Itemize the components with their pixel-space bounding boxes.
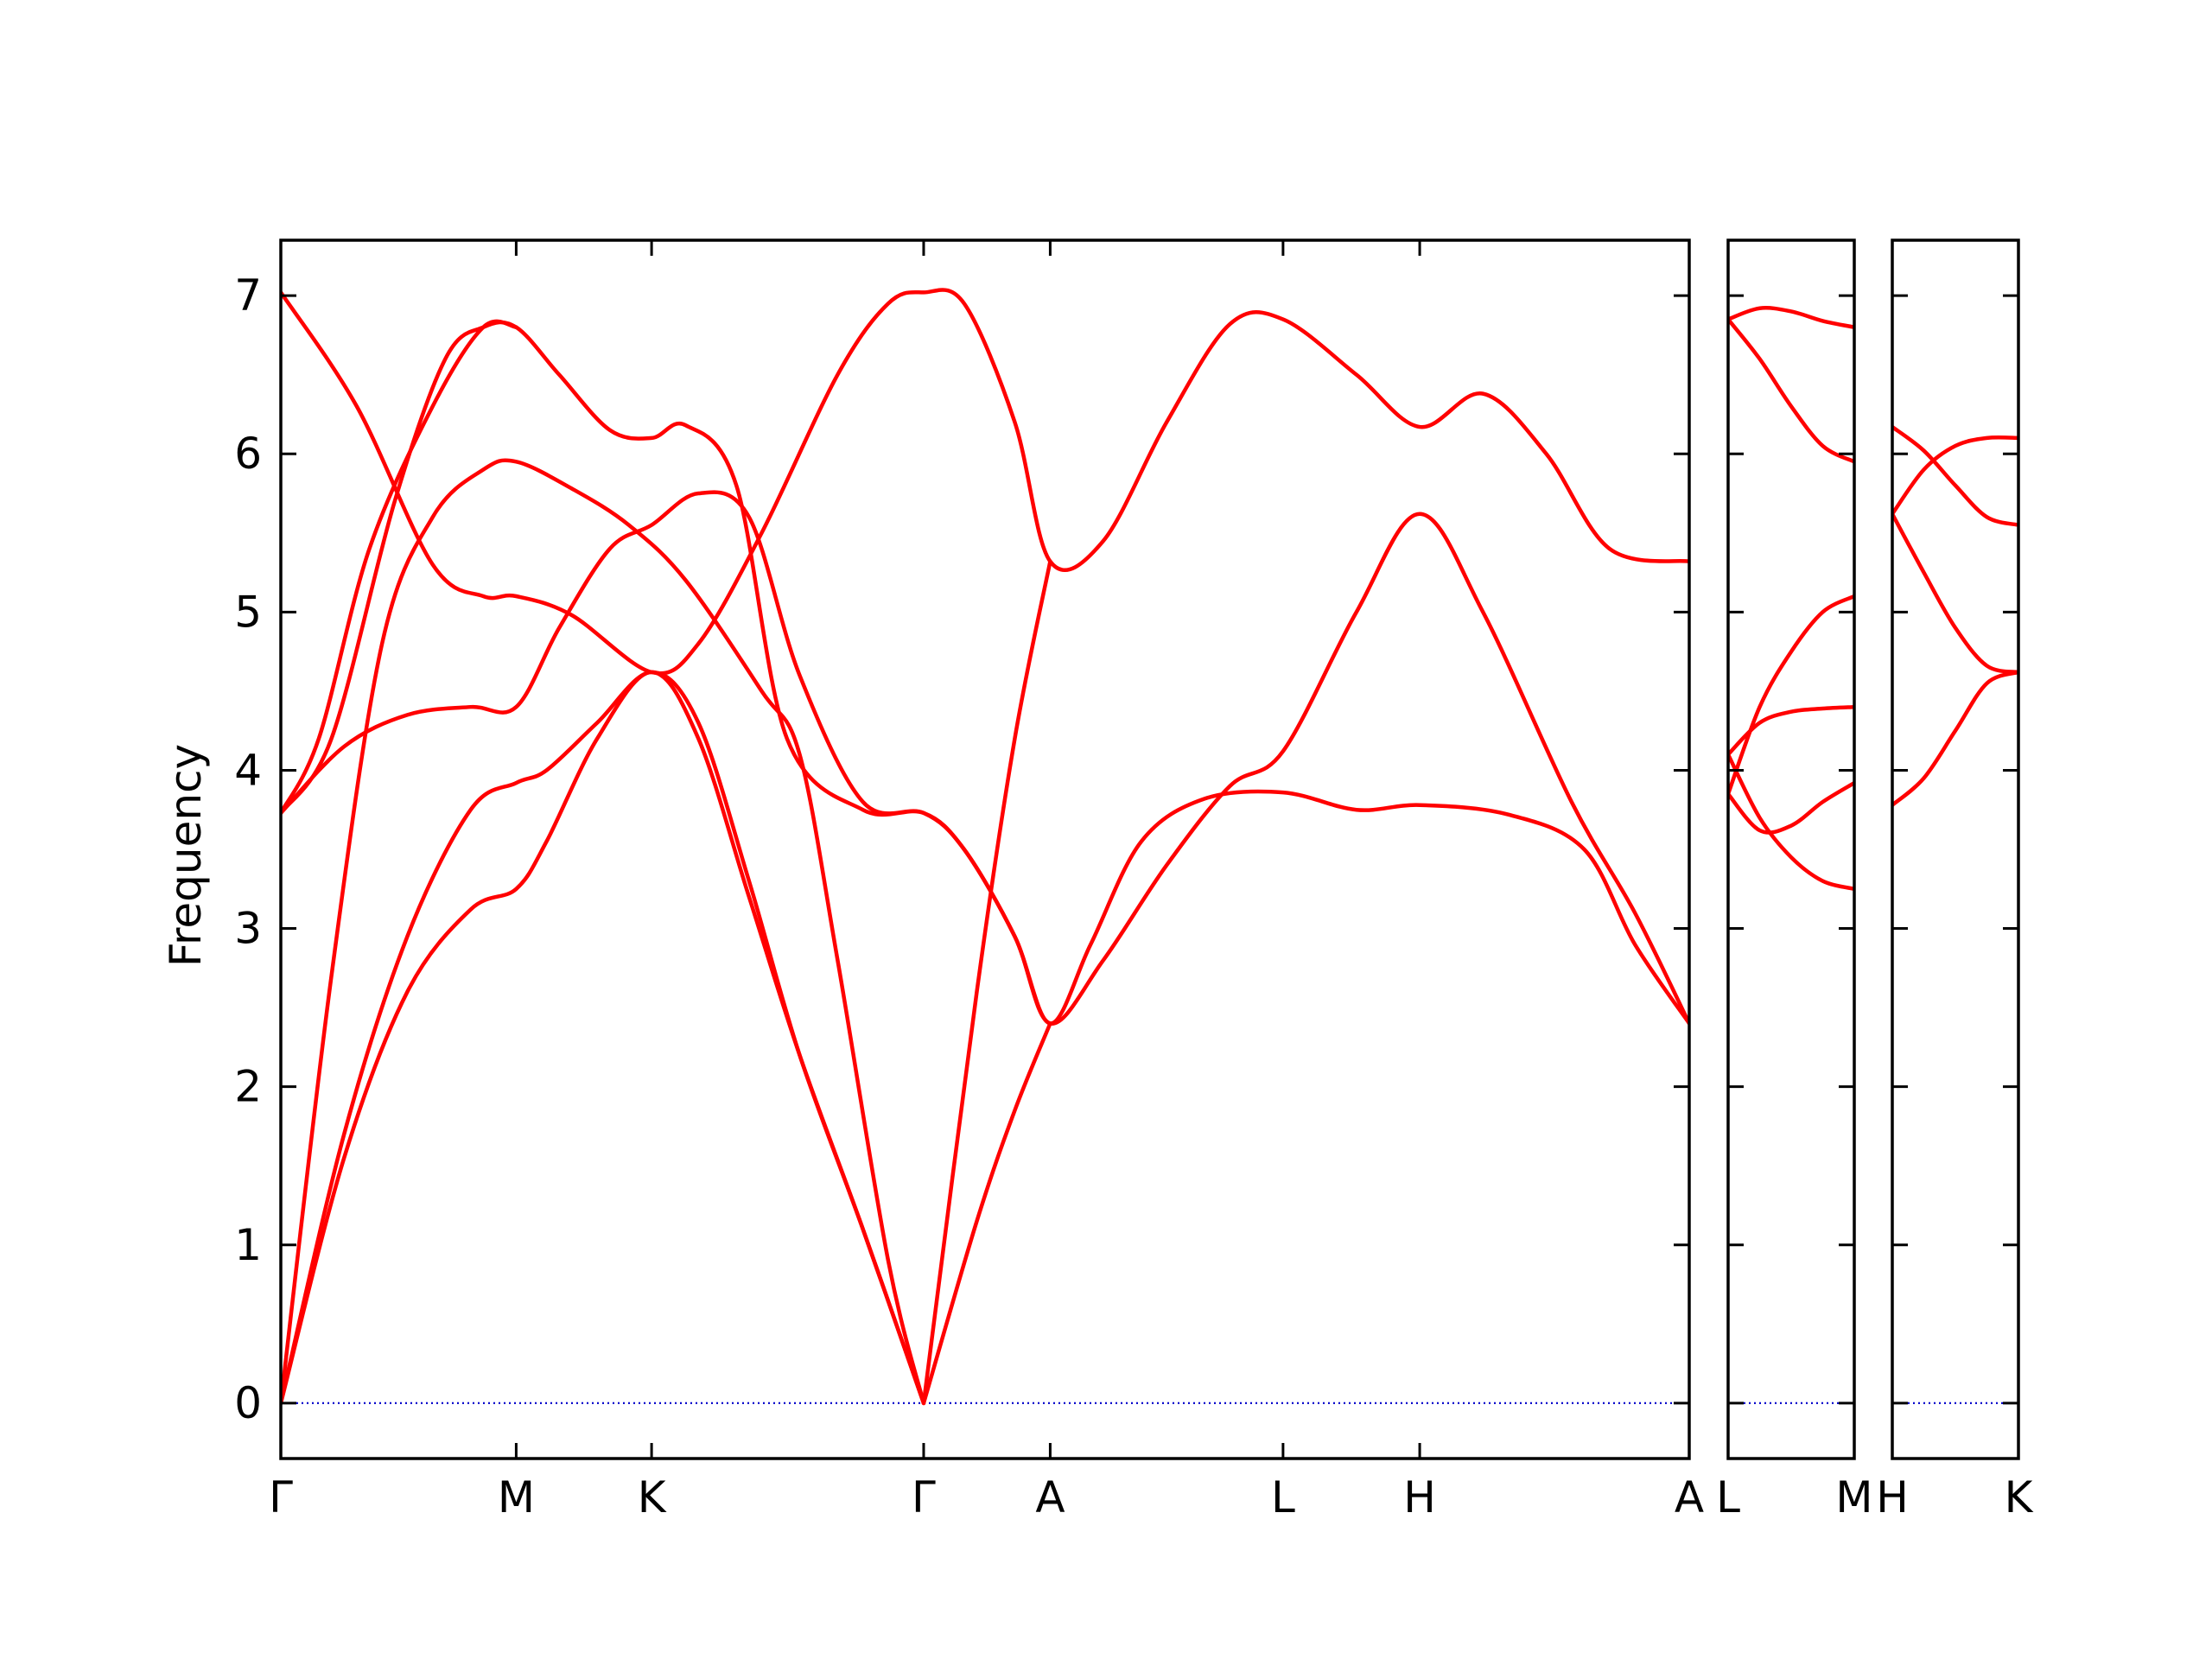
band-line-4 (1892, 670, 2018, 807)
band-line-8 (921, 559, 1052, 1406)
band-line-1 (1892, 424, 2018, 527)
band-line-2 (281, 670, 926, 1406)
bands (1892, 424, 2018, 807)
x-tick-label: H (1876, 1472, 1909, 1522)
band-line-1 (281, 670, 926, 1406)
y-tick-label: 4 (234, 745, 262, 795)
x-tick-label: M (498, 1472, 535, 1522)
x-tick-label: A (1035, 1472, 1065, 1522)
y-tick-label: 5 (234, 587, 262, 637)
y-tick-label: 2 (234, 1062, 262, 1112)
band-line-9 (921, 1021, 1052, 1406)
band-line-1 (1728, 306, 1854, 329)
y-tick-label: 0 (234, 1378, 262, 1428)
band-line-5 (1728, 752, 1854, 892)
panel-1: 0 1 2 3 4 5 6 7 Γ M K Γ A L H A (234, 238, 1704, 1522)
band-line-4 (1728, 704, 1854, 757)
band-line-2 (1728, 317, 1854, 464)
band-line-6 (281, 490, 1689, 1026)
band-line-3 (1892, 512, 2018, 675)
x-tick-label: K (2005, 1472, 2034, 1522)
x-tick-label: Γ (269, 1472, 293, 1522)
x-tick-label: H (1403, 1472, 1436, 1522)
x-tick-label: Γ (912, 1472, 936, 1522)
bands (1728, 306, 1854, 892)
panel-frame (1726, 238, 1856, 1460)
x-tick-label: L (1716, 1472, 1740, 1522)
band-line-4 (281, 288, 1689, 676)
band-line-3 (281, 458, 926, 1406)
band-line-6 (1728, 780, 1854, 835)
bands (281, 288, 1689, 1406)
band-line-2 (1892, 435, 2018, 517)
x-tick-label: M (1835, 1472, 1872, 1522)
band-line-3 (1728, 594, 1854, 797)
panel-frame (279, 238, 1691, 1460)
y-tick-label: 1 (234, 1220, 262, 1270)
panel-frame (1891, 238, 2020, 1460)
y-tick-label: 6 (234, 429, 262, 479)
y-axis-label: Frequency (161, 744, 211, 967)
band-line-5 (281, 320, 1689, 1026)
x-tick-label: K (638, 1472, 667, 1522)
band-line-7 (281, 319, 518, 816)
x-tick-label: L (1271, 1472, 1295, 1522)
x-tick-label: A (1675, 1472, 1704, 1522)
y-tick-label: 3 (234, 904, 262, 954)
y-tick-label: 7 (234, 270, 262, 321)
